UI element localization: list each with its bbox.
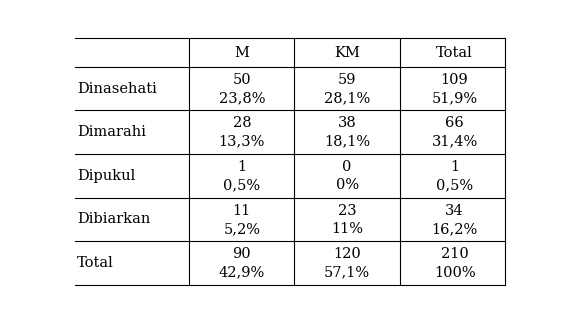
Text: Total: Total	[78, 256, 114, 270]
Text: 0%: 0%	[336, 178, 359, 192]
Text: 11%: 11%	[331, 222, 363, 236]
Text: 18,1%: 18,1%	[324, 135, 370, 149]
Text: 34: 34	[445, 204, 464, 218]
Text: Dimarahi: Dimarahi	[78, 125, 147, 139]
Text: 0,5%: 0,5%	[223, 178, 260, 192]
Text: 66: 66	[445, 116, 464, 131]
Text: 28: 28	[233, 116, 251, 131]
Text: 11: 11	[233, 204, 251, 218]
Text: Dinasehati: Dinasehati	[78, 82, 157, 96]
Text: 28,1%: 28,1%	[324, 91, 370, 105]
Text: KM: KM	[334, 45, 360, 60]
Text: 210: 210	[441, 247, 469, 261]
Text: 38: 38	[338, 116, 357, 131]
Text: 57,1%: 57,1%	[324, 266, 370, 280]
Text: 13,3%: 13,3%	[218, 135, 265, 149]
Text: 16,2%: 16,2%	[431, 222, 478, 236]
Text: 100%: 100%	[434, 266, 475, 280]
Text: M: M	[234, 45, 249, 60]
Text: 31,4%: 31,4%	[431, 135, 478, 149]
Text: 0: 0	[342, 160, 352, 174]
Text: 0,5%: 0,5%	[436, 178, 473, 192]
Text: 90: 90	[233, 247, 251, 261]
Text: 51,9%: 51,9%	[431, 91, 478, 105]
Text: 23,8%: 23,8%	[218, 91, 265, 105]
Text: 59: 59	[338, 73, 357, 87]
Text: 1: 1	[450, 160, 459, 174]
Text: 109: 109	[441, 73, 469, 87]
Text: 50: 50	[233, 73, 251, 87]
Text: 120: 120	[333, 247, 361, 261]
Text: 1: 1	[237, 160, 246, 174]
Text: 5,2%: 5,2%	[224, 222, 260, 236]
Text: Total: Total	[436, 45, 473, 60]
Text: 23: 23	[338, 204, 357, 218]
Text: Dipukul: Dipukul	[78, 169, 136, 183]
Text: Dibiarkan: Dibiarkan	[78, 212, 151, 226]
Text: 42,9%: 42,9%	[218, 266, 265, 280]
